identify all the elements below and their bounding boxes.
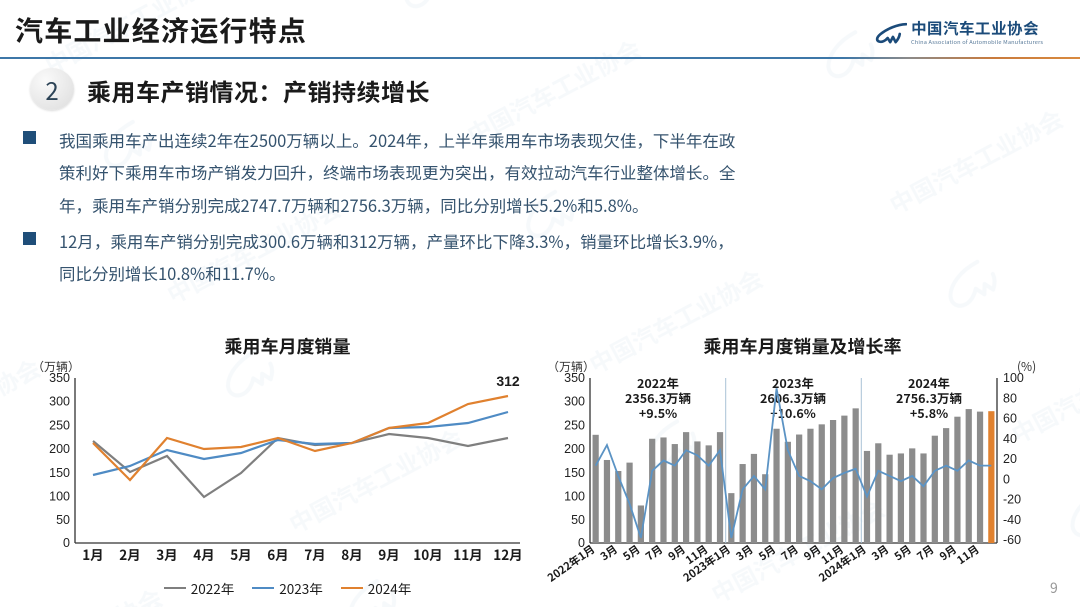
svg-text:5月: 5月 [230,544,251,564]
svg-text:0: 0 [1003,472,1010,486]
svg-text:20: 20 [1003,452,1017,466]
svg-text:50: 50 [56,513,70,527]
svg-text:5月: 5月 [755,543,779,564]
svg-text:100: 100 [49,490,70,504]
svg-text:2月: 2月 [119,544,140,564]
svg-text:300: 300 [564,395,585,409]
svg-text:11月: 11月 [954,543,983,568]
svg-text:80: 80 [1003,391,1017,405]
svg-text:1月: 1月 [82,544,103,564]
svg-text:350: 350 [564,371,585,385]
svg-text:3月: 3月 [156,544,177,564]
svg-text:3月: 3月 [868,543,892,564]
svg-text:200: 200 [564,442,585,456]
svg-text:60: 60 [1003,412,1017,426]
svg-text:7月: 7月 [914,543,938,564]
svg-text:250: 250 [564,418,585,432]
svg-text:-60: -60 [1003,533,1021,547]
svg-text:10月: 10月 [413,544,442,564]
svg-text:9月: 9月 [378,544,399,564]
svg-text:3月: 3月 [733,543,757,564]
svg-text:3月: 3月 [597,543,621,564]
svg-text:300: 300 [49,395,70,409]
svg-text:250: 250 [49,418,70,432]
svg-text:2022年1月: 2022年1月 [545,543,598,586]
svg-text:7月: 7月 [778,543,802,564]
svg-text:100: 100 [564,490,585,504]
svg-text:12月: 12月 [493,544,522,564]
svg-text:4月: 4月 [193,544,214,564]
svg-text:150: 150 [564,466,585,480]
svg-text:200: 200 [49,442,70,456]
svg-text:150: 150 [49,466,70,480]
svg-text:5月: 5月 [620,543,644,564]
svg-text:7月: 7月 [642,543,666,564]
svg-text:8月: 8月 [341,544,362,564]
svg-text:312: 312 [496,373,520,389]
svg-text:0: 0 [63,536,70,550]
svg-text:350: 350 [49,371,70,385]
svg-text:100: 100 [1003,371,1024,385]
svg-text:+10.6%: +10.6% [770,403,816,422]
svg-text:7月: 7月 [304,544,325,564]
svg-text:+9.5%: +9.5% [639,403,677,422]
svg-text:40: 40 [1003,432,1017,446]
svg-text:6月: 6月 [267,544,288,564]
svg-text:-20: -20 [1003,493,1021,507]
svg-text:-40: -40 [1003,513,1021,527]
svg-text:+5.8%: +5.8% [910,403,948,422]
svg-text:50: 50 [571,513,585,527]
svg-text:5月: 5月 [891,543,915,564]
svg-text:11月: 11月 [453,544,482,564]
